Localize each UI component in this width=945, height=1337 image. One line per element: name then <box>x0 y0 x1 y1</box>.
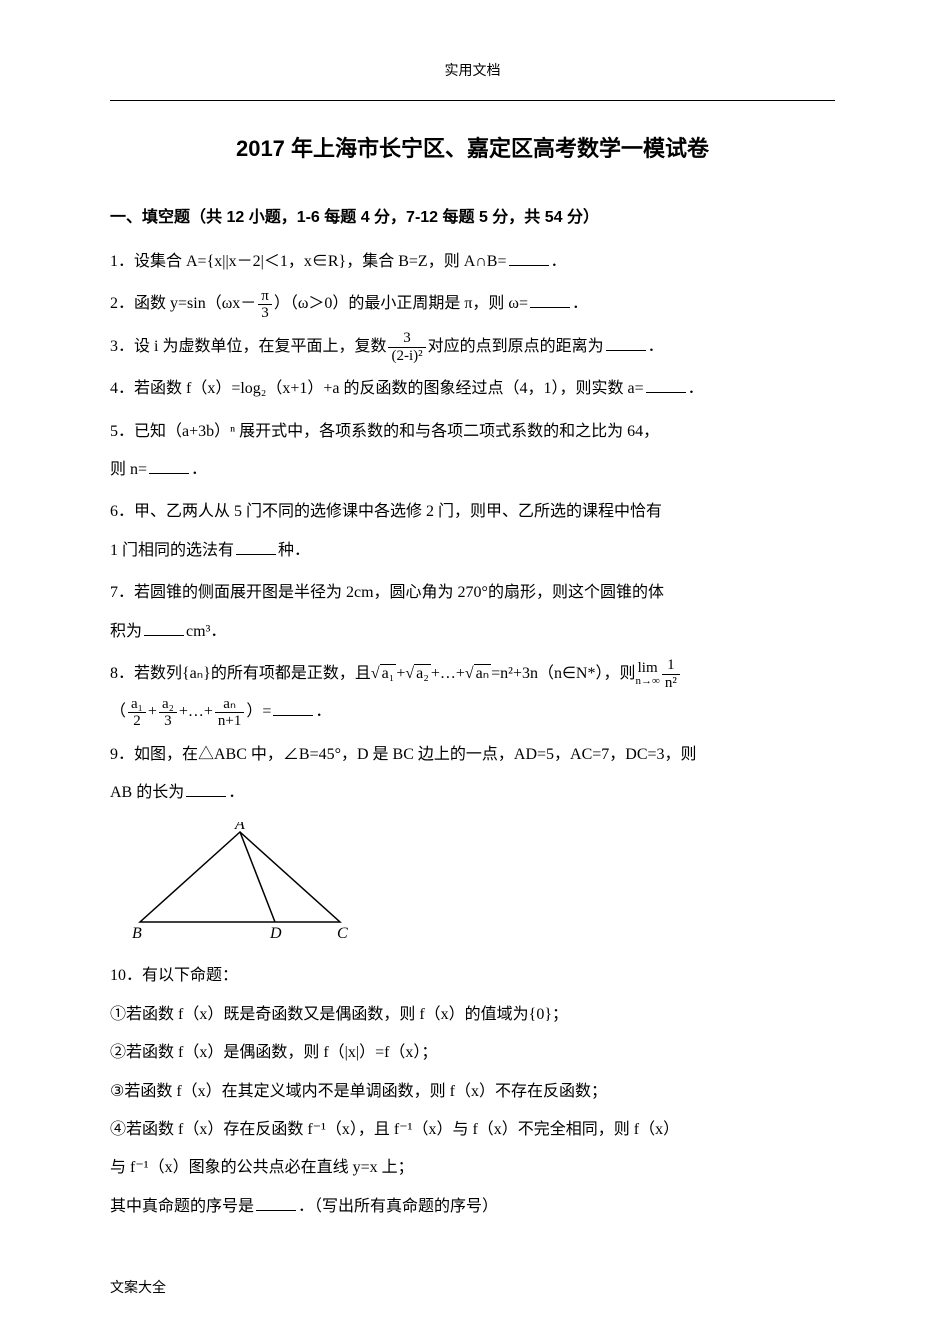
q8-f3-den: n+1 <box>215 713 244 730</box>
q7-line1: 7．若圆锥的侧面展开图是半径为 2cm，圆心角为 270°的扇形，则这个圆锥的体 <box>110 584 664 601</box>
question-4: 4．若函数 f（x）=log₂（x+1）+a 的反函数的图象经过点（4，1），则… <box>110 370 835 408</box>
q9-line2-prefix: AB 的长为 <box>110 784 184 801</box>
q8-line2-mid: ）= <box>246 703 271 720</box>
q3-num: 3 <box>388 330 425 348</box>
q6-line1: 6．甲、乙两人从 5 门不同的选修课中各选修 2 门，则甲、乙所选的课程中恰有 <box>110 503 662 520</box>
q3-prefix: 3．设 i 为虚数单位，在复平面上，复数 <box>110 338 386 355</box>
q10-p5-suffix: ．（写出所有真命题的序号） <box>298 1198 498 1215</box>
q10-p2: ②若函数 f（x）是偶函数，则 f（|x|）=f（x）； <box>110 1044 437 1061</box>
triangle-diagram: A B C D <box>130 822 835 947</box>
q3-fraction: 3(2-i)² <box>388 330 425 364</box>
q4-suffix: ． <box>688 380 704 397</box>
q3-suffix: ． <box>648 338 664 355</box>
label-c: C <box>337 925 348 942</box>
triangle-svg: A B C D <box>130 822 360 942</box>
question-10: 10．有以下命题： ①若函数 f（x）既是奇函数又是偶函数，则 f（x）的值域为… <box>110 957 835 1226</box>
q10-p5-prefix: 其中真命题的序号是 <box>110 1198 254 1215</box>
q2-den: 3 <box>258 305 272 322</box>
q8-prefix: 8．若数列{aₙ}的所有项都是正数，且 <box>110 665 371 682</box>
blank-6 <box>236 539 276 555</box>
line-ad <box>240 832 275 922</box>
q6-line2-prefix: 1 门相同的选法有 <box>110 542 234 559</box>
q5-line2-prefix: 则 n= <box>110 461 147 478</box>
q8-plus1: + <box>396 665 405 682</box>
q8-f1: a₁2 <box>128 696 146 730</box>
q8-f2-den: 3 <box>159 713 177 730</box>
q8-lim-frac: 1n² <box>662 657 680 691</box>
q10-p3: ③若函数 f（x）在其定义域内不是单调函数，则 f（x）不存在反函数； <box>110 1083 607 1100</box>
question-5: 5．已知（a+3b）ⁿ 展开式中，各项系数的和与各项二项式系数的和之比为 64，… <box>110 413 835 490</box>
q10-p1: ①若函数 f（x）既是奇函数又是偶函数，则 f（x）的值域为{0}； <box>110 1006 568 1023</box>
q8-sqrt2: √a₂ <box>405 664 430 682</box>
blank-7 <box>144 620 184 636</box>
q8-mid: =n²+3n（n∈N*），则 <box>491 665 635 682</box>
q8-sqrt1: √a₁ <box>371 664 396 682</box>
question-1: 1．设集合 A={x||x－2|＜1，x∈R}，集合 B=Z，则 A∩B= ． <box>110 243 835 281</box>
q8-sqrt3: √aₙ <box>465 664 491 682</box>
q7-line2-prefix: 积为 <box>110 623 142 640</box>
blank-3 <box>606 335 646 351</box>
blank-4 <box>646 377 686 393</box>
question-9: 9．如图，在△ABC 中，∠B=45°，D 是 BC 边上的一点，AD=5，AC… <box>110 736 835 813</box>
q2-num: π <box>258 288 272 306</box>
q8-f1-num: a₁ <box>128 696 146 714</box>
q10-p4b: 与 f⁻¹（x）图象的公共点必在直线 y=x 上； <box>110 1159 414 1176</box>
q10-header: 10．有以下命题： <box>110 967 238 984</box>
q2-prefix: 2．函数 y=sin（ωx－ <box>110 295 256 312</box>
q9-line2-suffix: ． <box>228 784 244 801</box>
q8-f1-den: 2 <box>128 713 146 730</box>
q8-p2: +…+ <box>179 703 213 720</box>
blank-8 <box>273 700 313 716</box>
blank-9 <box>186 781 226 797</box>
q3-mid: 对应的点到原点的距离为 <box>428 338 604 355</box>
q5-line1: 5．已知（a+3b）ⁿ 展开式中，各项系数的和与各项二项式系数的和之比为 64， <box>110 423 659 440</box>
q8-f2: a₂3 <box>159 696 177 730</box>
q8-lim-den: n² <box>662 675 680 692</box>
q1-suffix: ． <box>551 253 567 270</box>
question-2: 2．函数 y=sin（ωx－π3）（ω＞0）的最小正周期是 π，则 ω= ． <box>110 285 835 323</box>
q5-line2-suffix: ． <box>191 461 207 478</box>
document-title: 2017 年上海市长宁区、嘉定区高考数学一模试卷 <box>110 131 835 163</box>
label-d: D <box>269 925 282 942</box>
question-3: 3．设 i 为虚数单位，在复平面上，复数3(2-i)²对应的点到原点的距离为 ． <box>110 328 835 366</box>
q10-p4: ④若函数 f（x）存在反函数 f⁻¹（x），且 f⁻¹（x）与 f（x）不完全相… <box>110 1121 679 1138</box>
q9-line1: 9．如图，在△ABC 中，∠B=45°，D 是 BC 边上的一点，AD=5，AC… <box>110 746 697 763</box>
q2-mid: ）（ω＞0）的最小正周期是 π，则 ω= <box>274 295 528 312</box>
question-7: 7．若圆锥的侧面展开图是半径为 2cm，圆心角为 270°的扇形，则这个圆锥的体… <box>110 574 835 651</box>
section-header: 一、填空题（共 12 小题，1-6 每题 4 分，7-12 每题 5 分，共 5… <box>110 203 835 227</box>
q8-f2-num: a₂ <box>159 696 177 714</box>
q8-f3-num: aₙ <box>215 696 244 714</box>
q8-line2-suffix: ． <box>315 703 331 720</box>
q1-text: 1．设集合 A={x||x－2|＜1，x∈R}，集合 B=Z，则 A∩B= <box>110 253 507 270</box>
q2-fraction: π3 <box>258 288 272 322</box>
label-a: A <box>234 822 245 833</box>
blank-5 <box>149 458 189 474</box>
blank-1 <box>509 250 549 266</box>
blank-2 <box>530 292 570 308</box>
header-label: 实用文档 <box>110 60 835 80</box>
lim-text: lim <box>635 661 659 676</box>
q6-line2-suffix: 种． <box>278 542 310 559</box>
q4-prefix: 4．若函数 f（x）=log₂（x+1）+a 的反函数的图象经过点（4，1），则… <box>110 380 644 397</box>
blank-10 <box>256 1195 296 1211</box>
footer-text: 文案大全 <box>110 1277 166 1297</box>
q8-line2-prefix: （ <box>110 703 126 720</box>
q8-f3: aₙn+1 <box>215 696 244 730</box>
q8-p1: + <box>148 703 157 720</box>
q2-suffix: ． <box>572 295 588 312</box>
header-underline <box>110 100 835 101</box>
q8-lim-num: 1 <box>662 657 680 675</box>
question-8: 8．若数列{aₙ}的所有项都是正数，且√a₁+√a₂+…+√aₙ=n²+3n（n… <box>110 655 835 732</box>
triangle-shape <box>140 832 340 922</box>
q7-line2-suffix: cm³． <box>186 623 226 640</box>
label-b: B <box>132 925 142 942</box>
q8-lim: limn→∞ <box>635 661 659 687</box>
q8-plus2: +…+ <box>431 665 465 682</box>
lim-sub: n→∞ <box>635 676 659 687</box>
q3-den: (2-i)² <box>388 348 425 365</box>
question-6: 6．甲、乙两人从 5 门不同的选修课中各选修 2 门，则甲、乙所选的课程中恰有 … <box>110 493 835 570</box>
